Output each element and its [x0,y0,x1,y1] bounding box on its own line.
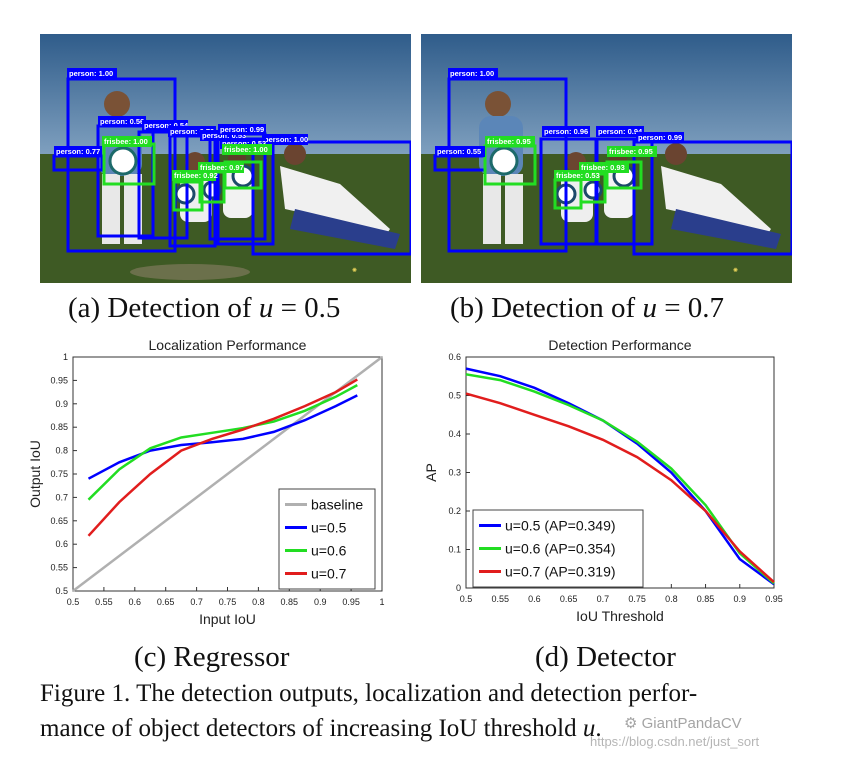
label-a-3: person: 0.70 [170,127,214,136]
label-a-6: person: 1.00 [264,135,308,144]
x-tick-label: 0.5 [67,597,80,607]
x-tick-label: 0.9 [314,597,327,607]
y-tick-label: 0.3 [448,468,461,478]
y-tick-label: 0 [456,583,461,593]
label-a-0: person: 1.00 [69,69,113,78]
photo-credit-a: ✺ [352,267,357,274]
label-b-0: person: 1.00 [450,69,494,78]
x-tick-label: 0.8 [252,597,265,607]
series-line-u-0-7-ap-0-319- [465,392,775,584]
legend-label: u=0.6 [311,543,347,559]
y-tick-label: 0.8 [55,446,68,456]
label-a-7: person: 0.53 [222,139,266,148]
y-tick-label: 0.1 [448,545,461,555]
photo-credit-b: ✺ [733,267,738,274]
y-axis-label: AP [426,463,439,482]
x-axis-label: IoU Threshold [576,608,664,624]
x-tick-label: 0.55 [491,594,509,604]
label-a-8: person: 0.77 [56,147,100,156]
label-b-5: frisbee: 0.95 [487,137,531,146]
localization-chart: Localization Performance 0.5 0.55 0.6 0.65 0.… [28,337,385,627]
detection-chart: Detection Performance 0.5 0.55 0.6 0.65 0.7 0.… [426,337,783,624]
label-a-12: frisbee: 0.92 [174,171,218,180]
label-b-8: frisbee: 0.53 [556,171,600,180]
series-line-u-0-6 [87,384,358,501]
label-a-11: frisbee: 1.00 [224,145,268,154]
figure-caption: Figure 1. The detection outputs, localiz… [40,676,810,746]
y-tick-label: 0.9 [55,399,68,409]
label-a-9: frisbee: 1.00 [104,137,148,146]
frisbees [489,146,636,205]
label-a-5: person: 0.99 [220,125,264,134]
figure-caption-line-2: mance of object detectors of increasing … [40,715,602,742]
watermark-brand: ⚙ GiantPandaCV [624,715,742,732]
y-tick-label: 0.2 [448,506,461,516]
chart-title: Detection Performance [548,337,691,353]
x-tick-label: 0.55 [95,597,113,607]
x-tick-label: 0.7 [597,594,610,604]
x-tick-label: 0.75 [219,597,237,607]
x-tick-label: 0.9 [734,594,747,604]
legend-label: u=0.5 [311,520,347,536]
label-a-10: frisbee: 0.97 [200,163,244,172]
detection-boxes [433,77,792,256]
label-b-4: person: 0.55 [437,147,481,156]
y-tick-label: 0.55 [50,563,68,573]
x-tick-label: 0.65 [560,594,578,604]
series-line-u-0-7 [87,378,358,537]
label-b-6: frisbee: 0.93 [581,163,625,172]
series-line-u-0-5 [87,394,358,480]
x-tick-label: 0.85 [281,597,299,607]
x-tick-label: 0.7 [190,597,203,607]
label-a-4: person: 0.53 [202,131,246,140]
legend-label: u=0.7 [311,566,347,582]
legend-label: baseline [311,497,363,513]
y-tick-label: 0.5 [55,586,68,596]
caption-b: (b) Detection of u = 0.7 [450,292,725,324]
series-line-u-0-6-ap-0-354- [465,373,775,585]
figure-caption-line-1: Figure 1. The detection outputs, localiz… [40,680,698,707]
label-b-7: frisbee: 0.95 [609,147,653,156]
y-axis-label: Output IoU [28,440,43,508]
caption-a: (a) Detection of u = 0.5 [68,292,341,324]
x-tick-label: 0.75 [628,594,646,604]
x-tick-label: 0.95 [342,597,360,607]
x-tick-label: 0.6 [129,597,142,607]
detection-image-u07: person: 1.00 person: 0.96 person: 0.94 p… [421,34,792,283]
y-tick-label: 0.4 [448,429,461,439]
label-b-1: person: 0.96 [544,127,588,136]
legend-label: u=0.5 (AP=0.349) [505,518,616,534]
label-b-3: person: 0.99 [638,133,682,142]
label-b-2: person: 0.94 [598,127,643,136]
people-figures [479,91,781,249]
x-tick-label: 0.5 [460,594,473,604]
y-tick-label: 0.6 [448,352,461,362]
y-tick-label: 0.65 [50,516,68,526]
x-tick-label: 0.95 [765,594,783,604]
caption-c: (c) Regressor [134,641,290,673]
x-tick-label: 0.85 [697,594,715,604]
legend-label: u=0.6 (AP=0.354) [505,541,616,557]
y-tick-label: 1 [63,352,68,362]
y-tick-label: 0.7 [55,492,68,502]
series-line-baseline [72,356,383,592]
y-tick-label: 0.85 [50,422,68,432]
chart-title: Localization Performance [149,337,307,353]
y-tick-label: 0.75 [50,469,68,479]
x-tick-label: 0.8 [665,594,678,604]
legend-box [472,509,644,588]
x-tick-label: 1 [379,597,384,607]
legend-label: u=0.7 (AP=0.319) [505,564,616,580]
x-tick-label: 0.65 [157,597,175,607]
y-tick-label: 0.6 [55,539,68,549]
detection-image-u05: person: 1.00 person: 0.56 person: 0.54 p… [40,34,411,283]
caption-d: (d) Detector [535,641,676,673]
watermark-url: https://blog.csdn.net/just_sort [590,734,760,749]
y-tick-label: 0.95 [50,375,68,385]
x-tick-label: 0.6 [528,594,541,604]
label-a-1: person: 0.56 [100,117,144,126]
y-tick-label: 0.5 [448,391,461,401]
label-a-2: person: 0.54 [144,121,189,130]
x-axis-label: Input IoU [199,611,256,627]
